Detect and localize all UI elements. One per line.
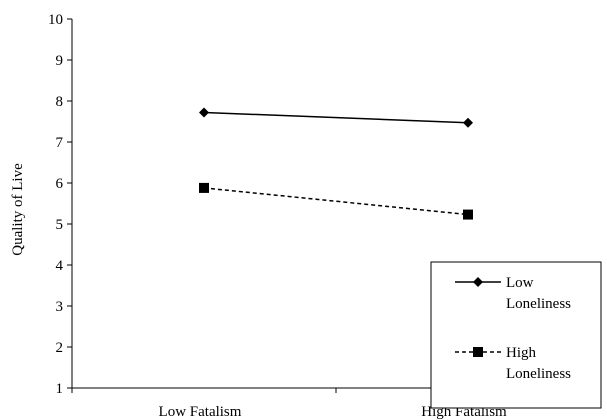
data-point-square: [463, 209, 473, 220]
legend-marker-diamond: [473, 277, 483, 287]
series-low-loneliness: [199, 107, 473, 128]
y-tick-label: 1: [56, 381, 64, 397]
legend-label: Loneliness: [506, 296, 571, 312]
legend: Low Loneliness High Loneliness: [430, 261, 602, 409]
y-axis-title: Quality of Live: [10, 163, 26, 256]
x-tick-label: Low Fatalism: [159, 404, 242, 420]
y-tick-label: 2: [56, 340, 64, 356]
legend-marker-square: [473, 347, 483, 357]
y-tick-label: 6: [56, 176, 64, 192]
y-tick-label: 5: [56, 217, 64, 233]
legend-label: Low: [506, 275, 534, 291]
y-tick-label: 4: [56, 258, 64, 274]
legend-item: High Loneliness: [455, 345, 571, 382]
data-point-square: [199, 182, 209, 193]
y-axis-ticks: 1 2 3 4 5 6 7 8 9 10: [48, 12, 72, 397]
y-tick-label: 10: [48, 12, 63, 28]
y-tick-label: 7: [56, 135, 64, 151]
data-point-diamond: [199, 107, 209, 118]
series-line: [203, 111, 469, 124]
y-tick-label: 9: [56, 53, 64, 69]
legend-item: Low Loneliness: [455, 275, 571, 312]
y-tick-label: 8: [56, 94, 64, 110]
legend-label: Loneliness: [506, 366, 571, 382]
y-tick-label: 3: [56, 299, 64, 315]
data-point-diamond: [463, 117, 473, 128]
series-line: [203, 187, 469, 216]
legend-label: High: [506, 345, 537, 361]
legend-box: [430, 261, 602, 409]
series-high-loneliness: [199, 182, 473, 220]
series-layer: [199, 107, 473, 220]
legend-items: Low Loneliness High Loneliness: [455, 275, 571, 382]
